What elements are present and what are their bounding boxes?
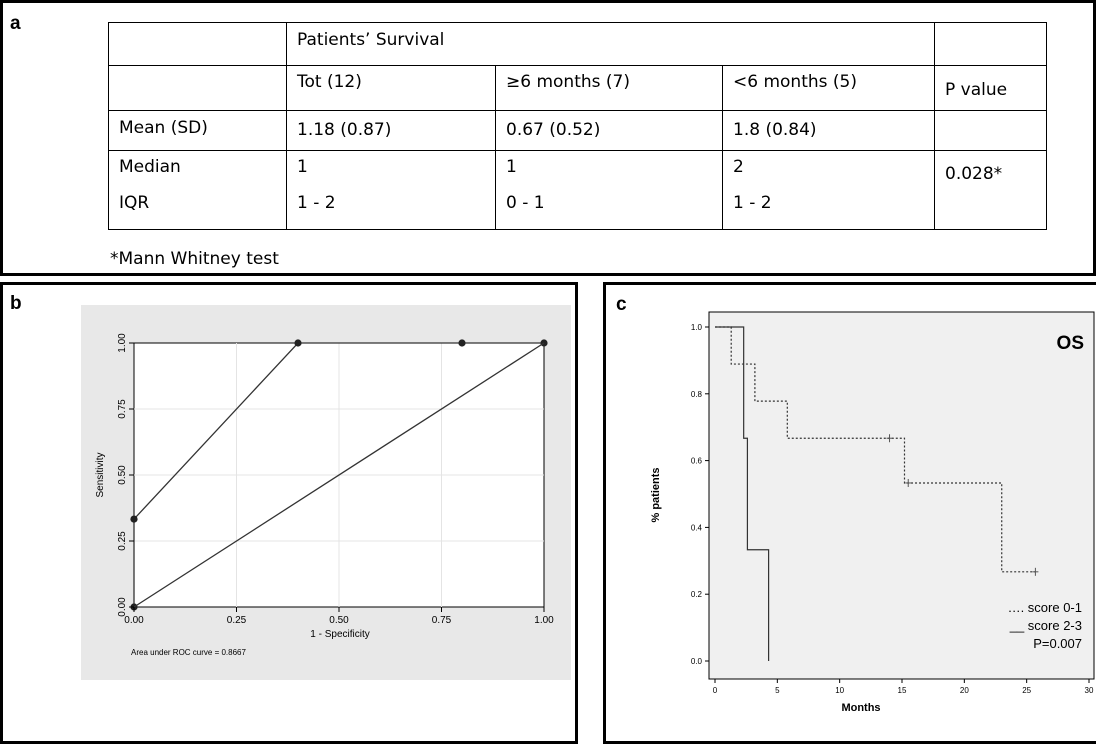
table-cell-empty — [934, 110, 1047, 151]
km-y-ticks: 0.0 0.2 0.4 0.6 0.8 1.0 — [691, 323, 709, 666]
roc-point — [294, 339, 302, 347]
km-x-tick-label: 20 — [960, 686, 969, 695]
roc-x-tick-label: 1.00 — [534, 615, 554, 626]
km-y-tick-label: 0.2 — [691, 590, 703, 599]
roc-reference-line — [133, 342, 545, 608]
km-x-tick-label: 30 — [1085, 686, 1094, 695]
km-x-tick-label: 5 — [775, 686, 780, 695]
km-x-tick-label: 25 — [1022, 686, 1031, 695]
roc-auc-note: Area under ROC curve = 0.8667 — [131, 648, 247, 657]
roc-y-tick-label: 0.00 — [117, 597, 128, 617]
row-label-iqr: IQR — [119, 193, 150, 213]
panel-letter-b: b — [10, 293, 22, 314]
km-title: OS — [1057, 333, 1084, 354]
table-cell-empty — [108, 22, 287, 66]
table-group-header: Patients’ Survival — [286, 22, 935, 66]
km-legend-pvalue: P=0.007 — [1033, 636, 1082, 651]
table-row-label: Median IQR — [108, 150, 287, 230]
table-row-label: Mean (SD) — [108, 110, 287, 151]
panel-b: b 0.00 0.25 0.50 0.75 1.00 0.00 0.25 0.50 0.75 1… — [0, 282, 578, 744]
roc-x-tick-label: 0.25 — [227, 615, 247, 626]
km-chart: 0 5 10 15 20 25 30 0.0 0.2 0.4 0.6 0.8 1.0 OS …. sc… — [650, 311, 1095, 714]
p-value-cell: 0.028* — [934, 150, 1047, 230]
median-value: 2 — [733, 157, 744, 177]
km-y-tick-label: 1.0 — [691, 323, 703, 332]
roc-x-tick-label: 0.75 — [432, 615, 452, 626]
table-cell: 1 1 - 2 — [286, 150, 496, 230]
survival-table: Patients’ Survival Tot (12) ≥6 months (7… — [108, 22, 1047, 230]
km-legend-score01: …. score 0-1 — [1008, 600, 1082, 615]
table-cell: 0.67 (0.52) — [495, 110, 723, 151]
roc-point — [458, 339, 466, 347]
iqr-value: 1 - 2 — [733, 193, 772, 213]
km-curve-score-0-1 — [715, 326, 1036, 573]
roc-y-label: Sensitivity — [95, 452, 106, 497]
panel-letter-c: c — [616, 294, 627, 315]
km-y-tick-label: 0.6 — [691, 457, 703, 466]
table-col-header: <6 months (5) — [722, 65, 935, 111]
roc-y-tick-label: 0.25 — [117, 531, 128, 551]
roc-chart: 0.00 0.25 0.50 0.75 1.00 0.00 0.25 0.50 0.75 1.0… — [81, 305, 571, 680]
roc-x-label: 1 - Specificity — [310, 629, 369, 640]
km-x-tick-label: 15 — [898, 686, 907, 695]
table-cell-empty — [934, 22, 1047, 66]
roc-x-ticks: 0.00 0.25 0.50 0.75 1.00 — [124, 607, 554, 626]
km-curve-score-2-3 — [715, 326, 770, 661]
panel-letter-a: a — [10, 13, 21, 34]
km-lines — [715, 326, 1039, 661]
roc-y-tick-label: 1.00 — [117, 333, 128, 353]
panel-c: c 0 5 10 15 20 25 30 0.0 0.2 0.4 0.6 0.8 1.0 OS …. … — [603, 282, 1096, 744]
roc-x-tick-label: 0.00 — [124, 615, 144, 626]
median-value: 1 — [297, 157, 308, 177]
table-cell-empty — [108, 65, 287, 111]
table-col-header: P value — [934, 65, 1047, 111]
row-label-median: Median — [119, 157, 181, 177]
median-value: 1 — [506, 157, 517, 177]
km-y-tick-label: 0.0 — [691, 657, 703, 666]
km-x-ticks: 0 5 10 15 20 25 30 — [713, 679, 1094, 695]
roc-y-ticks: 0.00 0.25 0.50 0.75 1.00 — [117, 333, 134, 617]
km-legend-score23: __ score 2-3 — [1009, 618, 1082, 633]
table-cell: 1 0 - 1 — [495, 150, 723, 230]
roc-x-tick-label: 0.50 — [329, 615, 349, 626]
panel-a: a Patients’ Survival Tot (12) ≥6 months … — [0, 0, 1096, 276]
table-cell: 1.18 (0.87) — [286, 110, 496, 151]
km-y-tick-label: 0.8 — [691, 390, 703, 399]
roc-y-tick-label: 0.50 — [117, 465, 128, 485]
iqr-value: 1 - 2 — [297, 193, 336, 213]
table-footnote: *Mann Whitney test — [110, 249, 279, 269]
km-x-label: Months — [841, 702, 880, 714]
roc-lines — [130, 339, 548, 611]
table-col-header: Tot (12) — [286, 65, 496, 111]
roc-y-tick-label: 0.75 — [117, 399, 128, 419]
table-cell: 1.8 (0.84) — [722, 110, 935, 151]
km-x-tick-label: 0 — [713, 686, 718, 695]
iqr-value: 0 - 1 — [506, 193, 545, 213]
km-plot-area — [708, 311, 1095, 680]
roc-point — [130, 515, 138, 523]
km-y-label: % patients — [650, 467, 662, 522]
table-col-header: ≥6 months (7) — [495, 65, 723, 111]
table-cell: 2 1 - 2 — [722, 150, 935, 230]
km-x-tick-label: 10 — [835, 686, 844, 695]
km-y-tick-label: 0.4 — [691, 523, 703, 532]
